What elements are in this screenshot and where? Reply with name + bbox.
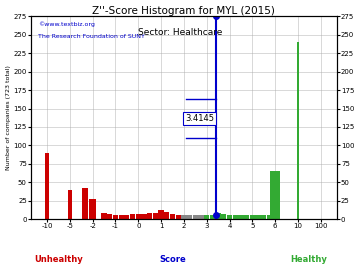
Bar (187, 215, 192, 219)
Bar (204, 215, 209, 219)
Bar (176, 215, 181, 219)
Bar (270, 171, 280, 219)
Text: The Research Foundation of SUNY: The Research Foundation of SUNY (38, 34, 145, 39)
Bar (124, 215, 130, 219)
Bar (136, 214, 141, 219)
Bar (89, 199, 96, 219)
Text: Score: Score (159, 255, 186, 264)
Bar (82, 188, 88, 219)
Bar (297, 42, 299, 219)
Bar (244, 215, 249, 219)
Title: Z''-Score Histogram for MYL (2015): Z''-Score Histogram for MYL (2015) (93, 6, 275, 16)
Text: 3.4145: 3.4145 (185, 114, 214, 123)
Bar (238, 215, 244, 219)
Bar (216, 213, 221, 219)
Bar (261, 215, 266, 219)
Bar (45, 153, 49, 219)
Bar (181, 215, 186, 219)
Text: Healthy: Healthy (290, 255, 327, 264)
Bar (198, 215, 204, 219)
Bar (147, 213, 152, 219)
Bar (130, 214, 135, 219)
Bar (153, 213, 158, 219)
Text: Unhealthy: Unhealthy (34, 255, 83, 264)
Y-axis label: Number of companies (723 total): Number of companies (723 total) (5, 65, 10, 170)
Text: Sector: Healthcare: Sector: Healthcare (138, 28, 222, 37)
Bar (227, 215, 232, 219)
Bar (113, 215, 118, 219)
Bar (118, 215, 124, 219)
Bar (68, 190, 72, 219)
Bar (250, 215, 255, 219)
Bar (107, 214, 112, 219)
Bar (233, 215, 238, 219)
Bar (102, 212, 107, 219)
Bar (256, 215, 261, 219)
Bar (193, 215, 198, 219)
Text: ©www.textbiz.org: ©www.textbiz.org (38, 22, 95, 27)
Bar (210, 215, 215, 219)
Bar (141, 214, 147, 219)
Bar (170, 214, 175, 219)
Bar (221, 214, 226, 219)
Bar (158, 210, 164, 219)
Bar (267, 215, 272, 219)
Bar (164, 212, 170, 219)
